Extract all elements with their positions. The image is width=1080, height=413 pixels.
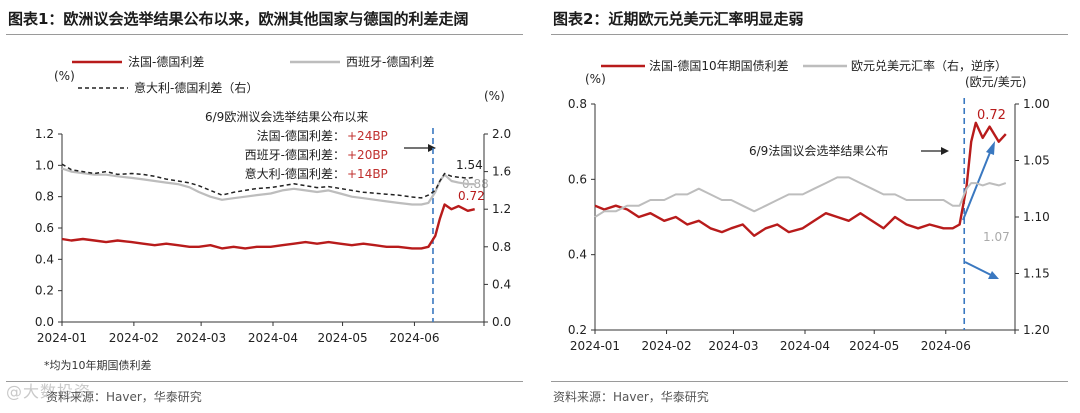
source-rule <box>551 381 1068 382</box>
series-layer <box>61 128 475 322</box>
annotation-arrow-head <box>941 147 949 155</box>
delta-label-france: 法国-德国利差： <box>257 128 345 143</box>
y-tick-label-left: 0.2 <box>35 284 54 298</box>
event-annotation: 6/9欧洲议会选举结果公布以来 <box>205 110 368 124</box>
right-axis-unit: (%) <box>484 89 505 103</box>
event-annotation: 6/9法国议会选举结果公布 <box>749 144 888 158</box>
y-tick-label-left: 0.6 <box>568 172 587 186</box>
legend: 法国-德国利差 西班牙-德国利差 意大利-德国利差（右） <box>72 54 434 95</box>
end-label-france: 0.72 <box>458 189 485 203</box>
legend-label-italy: 意大利-德国利差（右） <box>134 80 258 95</box>
y-tick-label-left: 0.6 <box>35 221 54 235</box>
x-tick-label: 2024-03 <box>708 339 758 353</box>
axes: 0.2 0.4 0.6 0.8 1.00 1.05 1.10 1.15 1.20 2024-01 2… <box>568 97 1050 353</box>
end-label-spread: 0.72 <box>977 108 1006 123</box>
left-axis-unit: (%) <box>585 72 606 86</box>
axes: 0.0 0.2 0.4 0.6 0.8 1.0 1.2 0.0 0.4 0.8 1.2 1.6 2.0 2… <box>35 127 511 345</box>
x-tick-label: 2024-01 <box>37 331 87 345</box>
y-tick-label-left: 0.8 <box>568 97 587 111</box>
legend-label-spread: 法国-德国10年期国债利差 <box>649 58 789 73</box>
y-tick-label-right: 1.6 <box>492 165 511 179</box>
y-tick-label-left: 1.2 <box>35 127 54 141</box>
source-text: 资料来源：Haver，华泰研究 <box>46 390 202 404</box>
y-tick-label-right: 0.0 <box>492 315 511 329</box>
y-tick-label-right: 0.4 <box>492 277 511 291</box>
y-tick-label-right: 1.05 <box>1023 154 1050 168</box>
legend-label-france: 法国-德国利差 <box>128 54 204 69</box>
y-tick-label-left: 0.8 <box>35 190 54 204</box>
delta-label-spain: 西班牙-德国利差： <box>245 147 345 162</box>
x-tick-label: 2024-02 <box>641 339 691 353</box>
y-tick-label-left: 1.0 <box>35 158 54 172</box>
x-tick-label: 2024-06 <box>921 339 971 353</box>
end-label-italy: 1.54 <box>456 158 483 172</box>
x-tick-label: 2024-05 <box>317 331 367 345</box>
delta-value-spain: +20BP <box>347 148 388 162</box>
chart-title: 图表2：近期欧元兑美元汇率明显走弱 <box>553 10 804 28</box>
title-rule <box>6 34 523 35</box>
trend-arrow-fx <box>964 261 992 276</box>
chart-canvas: 法国-德国10年期国债利差 欧元兑美元汇率（右，逆序） (%) (欧元/美元) … <box>568 58 1050 353</box>
source-text: 资料来源：Haver，华泰研究 <box>553 390 709 404</box>
source-rule <box>6 381 523 382</box>
title-rule <box>551 34 1068 35</box>
delta-label-italy: 意大利-德国利差： <box>245 166 345 181</box>
end-label-fx: 1.07 <box>983 230 1010 244</box>
y-tick-label-right: 1.2 <box>492 202 511 216</box>
y-tick-label-right: 2.0 <box>492 127 511 141</box>
left-axis-unit: (%) <box>54 69 75 83</box>
y-tick-label-left: 0.2 <box>568 323 587 337</box>
x-tick-label: 2024-02 <box>109 331 159 345</box>
legend: 法国-德国10年期国债利差 欧元兑美元汇率（右，逆序） <box>601 58 1007 73</box>
y-tick-label-left: 0.4 <box>35 252 54 266</box>
series-line-3 <box>61 163 475 199</box>
chart-title: 图表1：欧洲议会选举结果公布以来，欧洲其他国家与德国的利差走阔 <box>8 10 469 28</box>
y-tick-label-right: 0.8 <box>492 240 511 254</box>
annotation-arrow-head <box>428 144 436 152</box>
y-tick-label-left: 0.4 <box>568 248 587 262</box>
watermark: @大数投资 <box>6 382 92 401</box>
delta-value-france: +24BP <box>347 129 388 143</box>
end-label-spain: 0.88 <box>462 177 489 191</box>
x-tick-label: 2024-01 <box>570 339 620 353</box>
y-tick-label-left: 0.0 <box>35 315 54 329</box>
series-line-1 <box>61 203 475 250</box>
y-tick-label-right: 1.15 <box>1023 267 1050 281</box>
chart-panel-2: 图表2：近期欧元兑美元汇率明显走弱 法国-德国10年期国债利差 欧元兑美元汇率（… <box>545 0 1080 413</box>
chart-panel-1: 图表1：欧洲议会选举结果公布以来，欧洲其他国家与德国的利差走阔 法国-德国利差 … <box>0 0 535 413</box>
y-tick-label-right: 1.20 <box>1023 323 1050 337</box>
series-line-2 <box>594 176 1007 218</box>
series-layer <box>594 98 1007 330</box>
x-tick-label: 2024-04 <box>780 339 830 353</box>
legend-label-fx: 欧元兑美元汇率（右，逆序） <box>851 58 1007 73</box>
right-axis-unit: (欧元/美元) <box>965 75 1026 89</box>
legend-label-spain: 西班牙-德国利差 <box>346 54 434 69</box>
annotation-block: 6/9欧洲议会选举结果公布以来 法国-德国利差： +24BP 西班牙-德国利差：… <box>205 110 436 181</box>
trend-arrow-spread <box>962 149 992 221</box>
y-tick-label-right: 1.10 <box>1023 210 1050 224</box>
chart-canvas: 法国-德国利差 西班牙-德国利差 意大利-德国利差（右） (%) (%) 6/9… <box>35 54 511 345</box>
trend-arrow-spread-head <box>986 141 995 155</box>
trend-arrow-fx-head <box>988 271 999 279</box>
x-tick-label: 2024-06 <box>389 331 439 345</box>
x-tick-label: 2024-03 <box>176 331 226 345</box>
footnote: *均为10年期国债利差 <box>44 359 152 372</box>
series-line-2 <box>61 167 475 206</box>
delta-value-italy: +14BP <box>347 167 388 181</box>
x-tick-label: 2024-04 <box>248 331 298 345</box>
x-tick-label: 2024-05 <box>849 339 899 353</box>
y-tick-label-right: 1.00 <box>1023 97 1050 111</box>
series-line-1 <box>594 121 1007 238</box>
